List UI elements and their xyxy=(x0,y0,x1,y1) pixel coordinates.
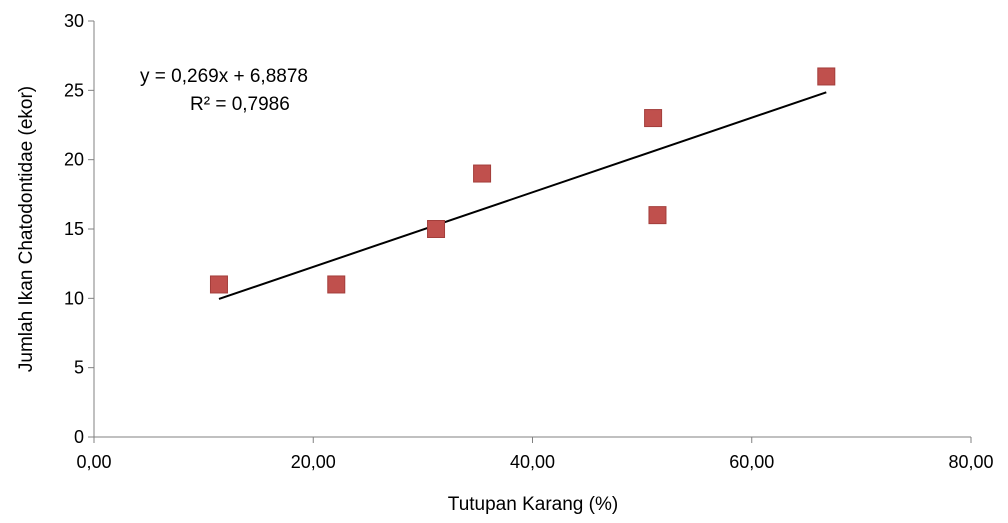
y-tick-label: 15 xyxy=(64,219,84,239)
y-tick-label: 10 xyxy=(64,288,84,308)
data-point xyxy=(644,109,663,128)
x-axis-title: Tutupan Karang (%) xyxy=(448,494,618,515)
y-axis: 0 5 10 15 20 25 30 xyxy=(64,11,95,447)
x-tick-label: 20,00 xyxy=(291,452,336,472)
data-point xyxy=(473,164,492,183)
x-axis: 0,00 20,00 40,00 60,00 80,00 xyxy=(76,436,994,472)
x-tick-label: 0,00 xyxy=(76,452,111,472)
r-squared-label: R² = 0,7986 xyxy=(190,94,290,115)
y-tick-label: 25 xyxy=(64,80,84,100)
trendline-layer xyxy=(218,91,827,300)
points-layer xyxy=(209,67,836,294)
y-tick-label: 5 xyxy=(74,358,84,378)
x-tick-label: 40,00 xyxy=(510,452,555,472)
data-point xyxy=(648,206,667,225)
data-point xyxy=(817,67,836,86)
equation-label: y = 0,269x + 6,8878 xyxy=(140,66,308,87)
y-tick-label: 30 xyxy=(64,11,84,31)
y-axis-title: Jumlah Ikan Chatodontidae (ekor) xyxy=(16,86,37,372)
data-point xyxy=(427,220,446,238)
x-tick-label: 80,00 xyxy=(948,452,993,472)
y-tick-label: 0 xyxy=(74,427,84,447)
data-point xyxy=(209,275,228,294)
trendline xyxy=(218,91,827,300)
x-tick-label: 60,00 xyxy=(729,452,774,472)
y-tick-label: 20 xyxy=(64,150,84,170)
data-point xyxy=(327,275,346,294)
